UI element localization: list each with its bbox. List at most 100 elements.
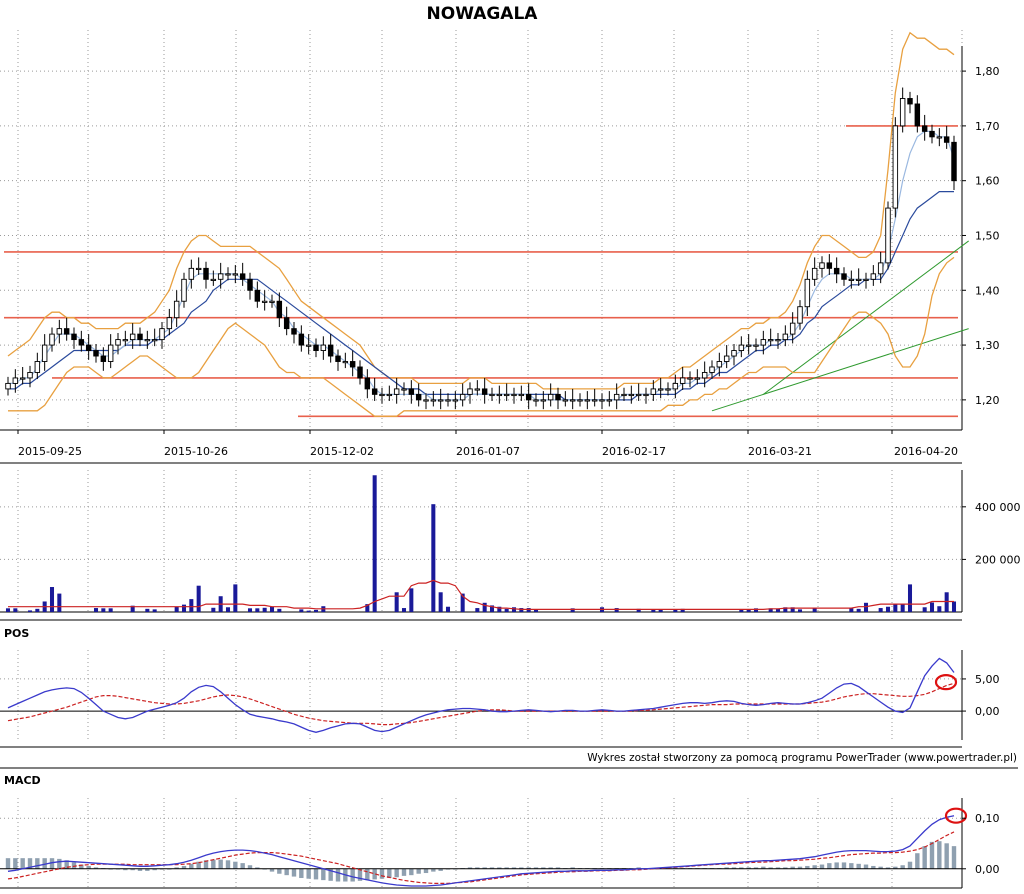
candle-64 [474, 380, 481, 396]
volume-bar-6 [49, 587, 55, 612]
volume-bar-71 [526, 608, 531, 612]
macd-hist-bar-8 [64, 860, 69, 869]
candle-body-79 [584, 399, 591, 402]
macd-hist-bar-103 [761, 866, 766, 869]
candle-body-35 [261, 300, 268, 303]
candle-6 [49, 327, 55, 352]
candle-29 [217, 262, 224, 289]
volume-panel: 200 000 400 000 [0, 470, 1021, 621]
candle-31 [232, 265, 239, 284]
candle-body-100 [738, 344, 745, 351]
macd-ytick-label-0: 0,10 [975, 812, 1000, 825]
candle-body-44 [327, 344, 334, 357]
candle-body-20 [151, 339, 158, 342]
candle-body-22 [166, 317, 173, 330]
macd-hist-bar-77 [570, 867, 575, 869]
candle-body-109 [804, 278, 811, 308]
volume-bar-88 [651, 609, 656, 612]
macd-hist-bar-70 [519, 867, 524, 869]
pos-label: POS [4, 627, 29, 640]
macd-hist-bar-20 [152, 868, 157, 871]
macd-hist-bar-75 [555, 867, 561, 869]
candle-126 [929, 124, 935, 144]
macd-hist-bar-23 [174, 867, 179, 869]
candle-body-126 [929, 130, 935, 138]
candle-114 [841, 267, 847, 286]
candle-42 [313, 338, 319, 358]
candle-18 [137, 327, 143, 347]
candle-43 [320, 336, 327, 360]
candle-body-1 [12, 377, 19, 384]
candle-body-36 [269, 300, 275, 303]
macd-hist-bar-43 [321, 868, 326, 881]
volume-bar-33 [247, 608, 253, 612]
candle-body-88 [650, 388, 657, 395]
macd-hist-bar-125 [922, 846, 927, 869]
macd-hist-bar-26 [196, 861, 201, 869]
pos-main-line [7, 657, 955, 733]
volume-bar-0 [5, 608, 11, 612]
macd-hist-bar-28 [211, 859, 216, 869]
candle-53 [393, 377, 400, 404]
candle-82 [606, 391, 613, 407]
volume-bar-23 [174, 606, 179, 612]
candle-73 [540, 391, 547, 410]
candle-14 [107, 334, 114, 369]
candle-body-122 [899, 98, 906, 127]
candle-102 [753, 338, 759, 352]
macd-hist-bar-6 [49, 858, 55, 869]
volume-ytick-label-0: 200 000 [975, 553, 1021, 566]
candle-112 [826, 254, 833, 275]
candle-body-26 [195, 267, 202, 271]
candle-body-29 [217, 273, 224, 280]
candle-body-81 [599, 399, 605, 402]
candle-body-86 [635, 393, 642, 397]
bollinger-upper-line [7, 31, 955, 390]
candle-123 [907, 91, 913, 114]
candle-99 [731, 343, 737, 366]
candle-body-84 [621, 393, 627, 397]
macd-hist-bar-0 [5, 858, 11, 869]
candle-body-24 [181, 278, 187, 302]
candle-81 [599, 393, 605, 410]
candle-65 [481, 377, 488, 404]
volume-bar-77 [570, 608, 575, 612]
candle-27 [203, 261, 209, 289]
candle-41 [305, 334, 312, 355]
volume-bar-129 [951, 601, 957, 612]
candle-51 [379, 387, 385, 404]
candle-90 [665, 382, 671, 396]
candle-body-41 [305, 344, 312, 347]
candle-28 [210, 270, 217, 286]
trendline-0 [711, 328, 969, 412]
macd-hist-bar-127 [937, 841, 942, 869]
macd-hist-bar-31 [233, 861, 238, 869]
candle-body-93 [687, 377, 693, 380]
candle-83 [613, 383, 620, 410]
candle-67 [496, 385, 503, 404]
macd-hist-bar-52 [387, 868, 392, 878]
candle-7 [56, 319, 63, 344]
volume-bar-116 [856, 608, 861, 612]
candle-body-16 [122, 339, 129, 342]
candle-body-110 [811, 267, 818, 280]
candle-body-34 [254, 289, 261, 302]
macd-hist-bar-74 [548, 867, 553, 869]
macd-hist-bar-37 [277, 868, 282, 874]
volume-bar-122 [900, 604, 905, 612]
candle-113 [833, 257, 840, 284]
macd-hist-bar-12 [93, 867, 99, 869]
candle-10 [78, 330, 85, 352]
candle-body-127 [936, 136, 943, 139]
candle-36 [269, 294, 275, 308]
price-ytick-label-0: 1,20 [975, 394, 1000, 407]
volume-bar-104 [768, 608, 773, 612]
candle-103 [760, 330, 767, 355]
candle-body-51 [379, 393, 385, 397]
macd-hist-bar-17 [130, 868, 135, 871]
volume-bar-69 [511, 607, 517, 612]
macd-hist-bar-1 [13, 858, 18, 869]
candle-110 [811, 257, 818, 286]
volume-bar-50 [372, 475, 377, 612]
candle-body-128 [943, 136, 950, 143]
